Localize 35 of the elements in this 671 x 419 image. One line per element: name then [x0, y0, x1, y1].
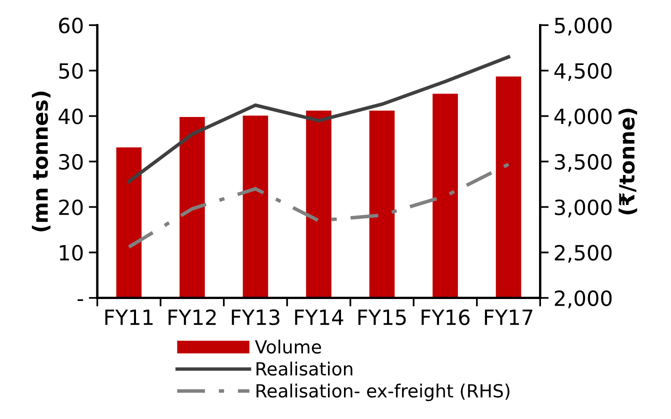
legend-label: Realisation: [256, 362, 352, 376]
y-tick-label: 20: [59, 199, 83, 216]
legend-label: Realisation- ex-freight (RHS): [256, 384, 510, 402]
bar: [432, 94, 458, 298]
y2-tick-label: 5,000: [554, 18, 612, 36]
bar: [242, 116, 268, 298]
bar: [180, 116, 205, 298]
x-tick-label: FY14: [295, 310, 344, 325]
bar: [306, 110, 332, 298]
x-tick-label: FY12: [168, 309, 216, 325]
x-tick-label: FY15: [358, 310, 406, 326]
y2-tick-label: 3,000: [554, 199, 612, 218]
x-tick-label: FY16: [422, 309, 470, 326]
y-tick-label: -: [78, 299, 84, 301]
bar: [369, 110, 395, 298]
y-tick-label: 30: [59, 154, 83, 170]
x-tick-label: FY17: [484, 310, 532, 325]
y2-tick-label: 3,500: [554, 154, 612, 172]
x-tick-label: FY13: [232, 309, 280, 326]
y-tick-label: 50: [59, 63, 83, 79]
y2-tick-label: 4,000: [554, 108, 612, 126]
y-tick-label: 40: [58, 108, 83, 124]
y2-tick-label: 2,000: [554, 290, 612, 308]
y-tick-label: 10: [60, 244, 83, 261]
y-axis-title: (mn tonnes): [32, 92, 50, 232]
y-tick-label: 60: [59, 18, 83, 34]
bar: [116, 147, 142, 298]
y2-tick-label: 4,500: [554, 63, 612, 81]
y2-tick-label: 2,500: [554, 244, 612, 263]
y2-axis-title: (₹/tonne): [618, 108, 638, 214]
bar: [496, 76, 522, 298]
line-series: [127, 162, 510, 249]
x-tick-label: FY11: [105, 310, 153, 325]
line-series: [127, 55, 510, 184]
legend-label: Volume: [254, 340, 322, 354]
